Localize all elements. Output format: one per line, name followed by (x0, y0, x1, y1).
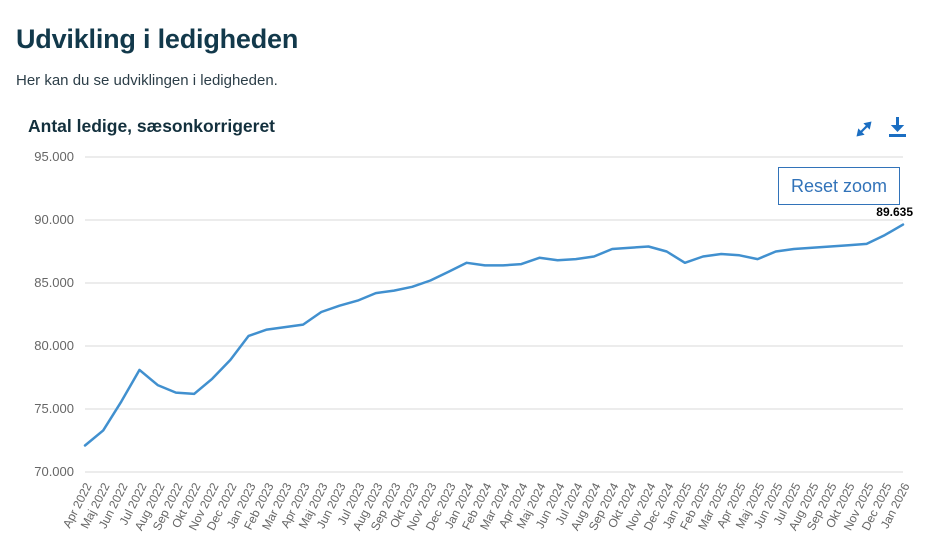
y-axis-label: 70.000 (34, 464, 74, 479)
download-icon[interactable] (884, 114, 911, 141)
series-line (83, 223, 905, 447)
y-axis-label: 95.000 (34, 149, 74, 164)
chart-title: Antal ledige, sæsonkorrigeret (28, 116, 276, 136)
page-subtitle: Her kan du se udviklingen i ledigheden. (16, 72, 278, 89)
y-axis-label: 80.000 (34, 338, 74, 353)
y-axis-label: 90.000 (34, 212, 74, 227)
y-axis-label: 85.000 (34, 275, 74, 290)
last-point-data-label: 89.635 (876, 205, 913, 219)
expand-icon[interactable] (852, 117, 876, 141)
y-axis-label: 75.000 (34, 401, 74, 416)
page-title: Udvikling i ledigheden (16, 24, 299, 54)
reset-zoom-button[interactable]: Reset zoom (778, 167, 900, 205)
